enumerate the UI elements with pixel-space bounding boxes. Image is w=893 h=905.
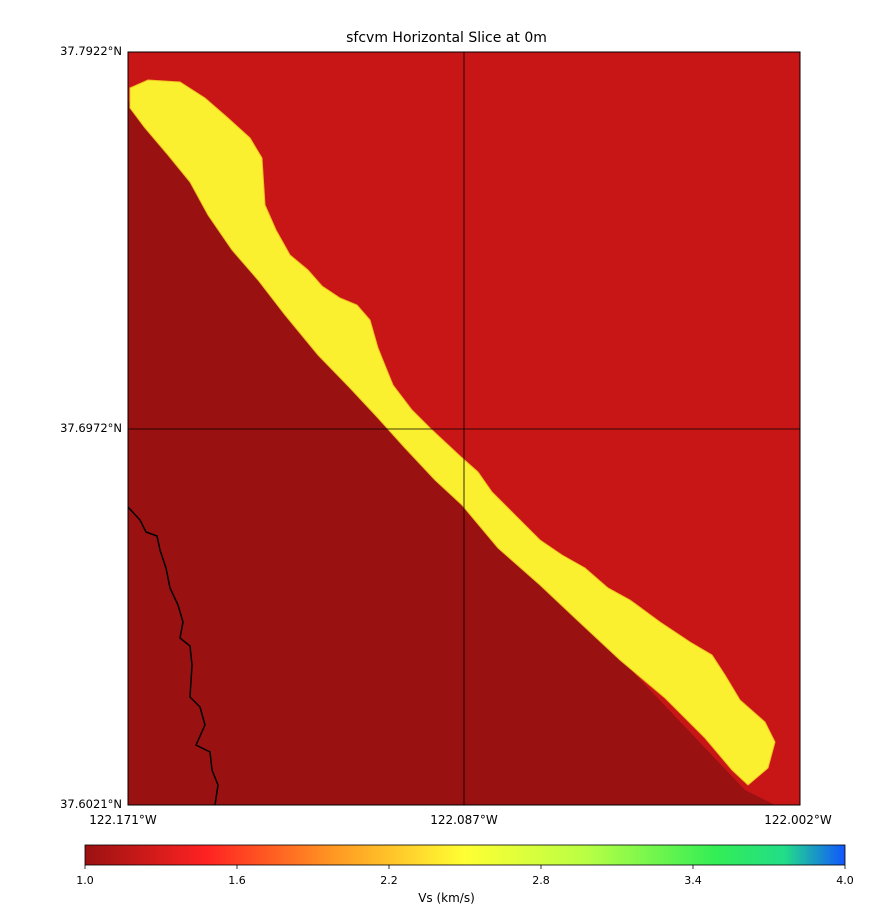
colorbar-tick-label: 2.2 bbox=[380, 874, 398, 887]
colorbar-title: Vs (km/s) bbox=[418, 891, 475, 905]
coastline bbox=[128, 506, 219, 805]
colorbar-ticks bbox=[84, 865, 846, 869]
colorbar-tick-label: 2.8 bbox=[532, 874, 550, 887]
west-block-region bbox=[128, 100, 775, 805]
colorbar-tick-label: 3.4 bbox=[684, 874, 702, 887]
lon-label-left: 122.171°W bbox=[89, 813, 157, 827]
fault-zone-region bbox=[129, 79, 776, 786]
lon-label-middle: 122.087°W bbox=[430, 813, 498, 827]
map-title: sfcvm Horizontal Slice at 0m bbox=[346, 30, 547, 46]
lat-label-bottom: 37.6021°N bbox=[60, 797, 122, 811]
map-frame bbox=[127, 51, 801, 806]
colorbar-tick-label: 1.0 bbox=[76, 874, 94, 887]
colorbar-tick-label: 1.6 bbox=[228, 874, 246, 887]
lat-label-middle: 37.6972°N bbox=[60, 421, 122, 435]
lon-label-right: 122.002°W bbox=[764, 813, 832, 827]
colorbar bbox=[84, 844, 846, 866]
lat-label-top: 37.7922°N bbox=[60, 44, 122, 58]
colorbar-tick-label: 4.0 bbox=[836, 874, 854, 887]
